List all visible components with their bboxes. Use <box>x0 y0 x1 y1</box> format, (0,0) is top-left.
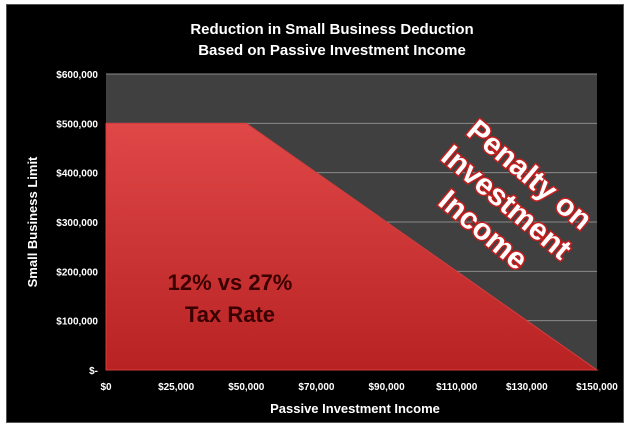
y-tick-label: $100,000 <box>56 317 98 328</box>
x-tick-label: $110,000 <box>436 382 478 393</box>
x-tick-label: $0 <box>100 382 112 393</box>
area-annotation: 12% vs 27% Tax Rate <box>168 270 293 327</box>
x-tick-label: $150,000 <box>576 382 618 393</box>
y-tick-label: $300,000 <box>56 218 98 229</box>
y-tick-label: $400,000 <box>56 169 98 180</box>
y-axis-ticks: $- $100,000 $200,000 $300,000 $400,000 $500,0… <box>56 70 98 377</box>
area-series <box>105 122 599 371</box>
y-tick-label: $- <box>89 366 98 377</box>
y-tick-label: $500,000 <box>56 119 98 130</box>
y-tick-label: $600,000 <box>56 70 98 81</box>
x-tick-label: $50,000 <box>228 382 265 393</box>
y-tick-label: $200,000 <box>56 267 98 278</box>
x-tick-label: $70,000 <box>298 382 335 393</box>
x-axis-ticks: $0 $25,000 $50,000 $70,000 $90,000 $110,000 $1… <box>100 382 618 393</box>
area-annotation-line-1: 12% vs 27% <box>168 270 293 295</box>
chart-title-line-2: Based on Passive Investment Income <box>198 42 466 59</box>
area-annotation-line-2: Tax Rate <box>185 302 275 327</box>
x-tick-label: $90,000 <box>368 382 405 393</box>
chart-title: Reduction in Small Business Deduction Ba… <box>190 21 473 59</box>
x-tick-label: $25,000 <box>158 382 195 393</box>
x-axis-label: Passive Investment Income <box>270 401 440 416</box>
y-axis-label: Small Business Limit <box>25 156 40 287</box>
x-tick-label: $130,000 <box>506 382 548 393</box>
chart-title-line-1: Reduction in Small Business Deduction <box>190 21 473 38</box>
